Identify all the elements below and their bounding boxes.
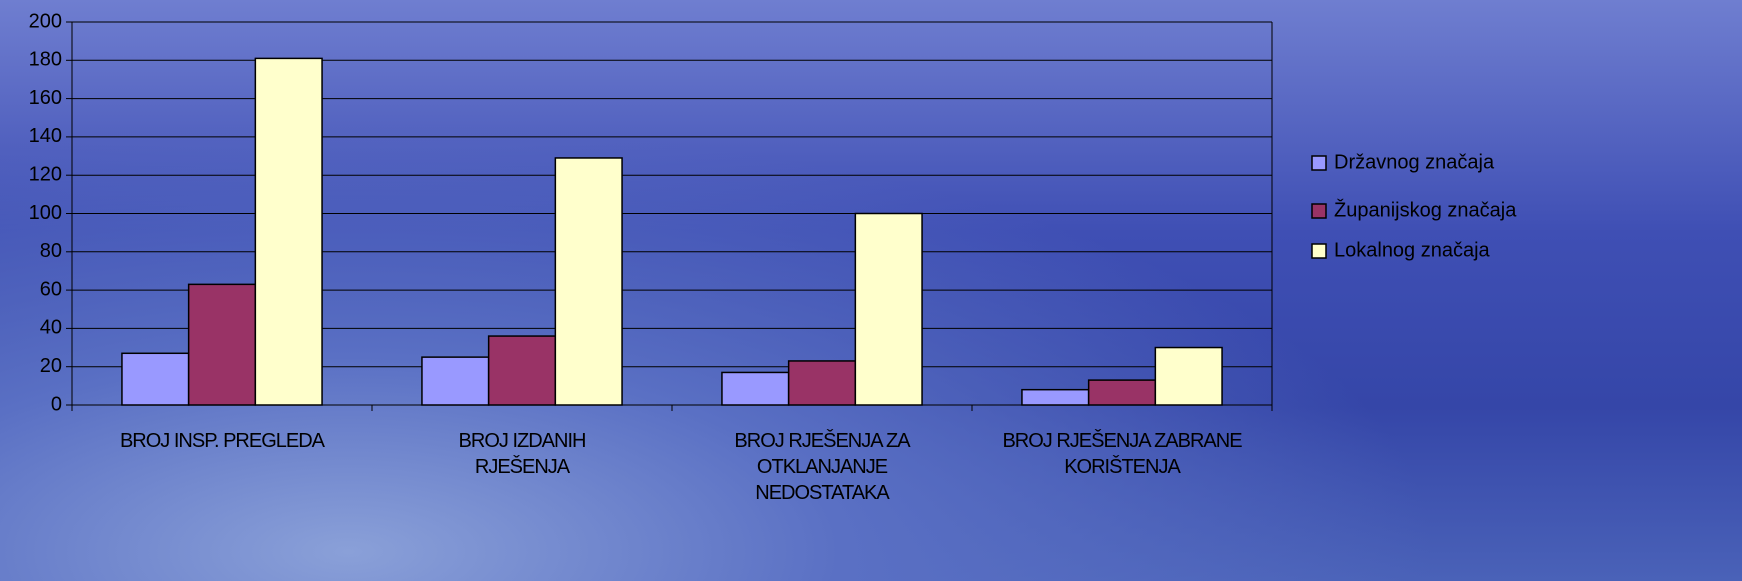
legend-swatch [1311, 203, 1327, 219]
legend-label: Državnog značaja [1334, 151, 1495, 173]
y-tick-label: 40 [40, 317, 62, 339]
x-tick-label: BROJ INSP. PREGLEDA [119, 430, 325, 452]
legend-swatch [1311, 243, 1327, 259]
y-tick-label: 120 [29, 163, 62, 185]
x-tick-label: BROJ IZDANIH RJEŠENJA [458, 430, 587, 478]
legend-swatch [1311, 155, 1327, 171]
bar [487, 335, 557, 406]
y-tick-label: 60 [40, 278, 62, 300]
y-tick-label: 180 [29, 49, 62, 71]
y-tick-label: 100 [29, 202, 62, 224]
y-tick-label: 160 [29, 87, 62, 109]
y-tick-label: 80 [40, 240, 62, 262]
bar [1154, 346, 1223, 406]
bar [187, 283, 257, 406]
bar [854, 212, 923, 406]
bar [254, 57, 323, 406]
bar [1087, 379, 1157, 406]
bar [721, 371, 790, 406]
bar [787, 360, 857, 406]
y-tick-label: 0 [51, 393, 62, 415]
y-tick-label: 200 [29, 10, 62, 32]
bar [554, 157, 623, 406]
bar [1021, 388, 1090, 406]
x-tick-label: BROJ RJEŠENJA ZABRANE KORIŠTENJA [1002, 430, 1242, 478]
x-tick-label: BROJ RJEŠENJA ZA OTKLANJANJE NEDOSTATAKA [734, 430, 910, 504]
legend-label: Lokalnog značaja [1334, 239, 1491, 261]
bar [421, 356, 490, 406]
y-tick-label: 140 [29, 125, 62, 147]
legend-label: Županijskog značaja [1334, 198, 1517, 221]
y-tick-label: 20 [40, 355, 62, 377]
bar [121, 352, 190, 406]
